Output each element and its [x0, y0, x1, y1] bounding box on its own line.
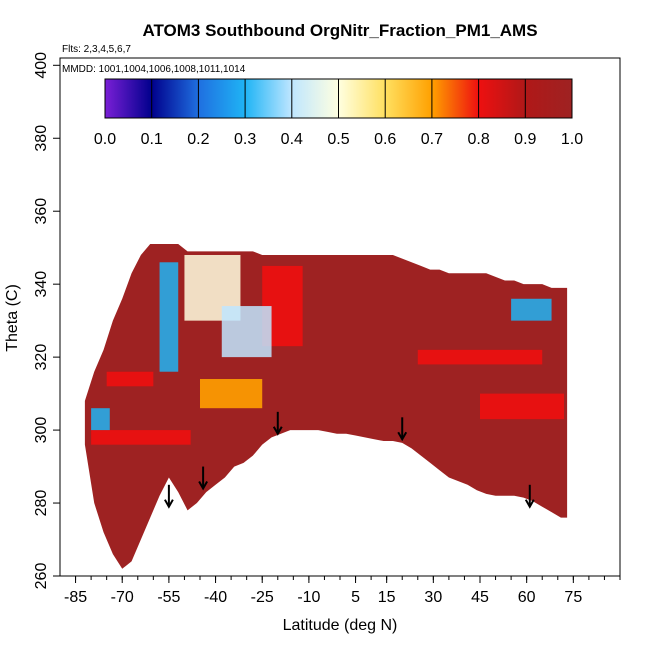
colorbar-tick-label: 0.4 [281, 131, 303, 148]
low-value-patch [221, 306, 272, 358]
y-tick-label: 260 [33, 563, 50, 590]
arrow-head [164, 499, 174, 509]
arrow-markers [164, 411, 535, 509]
y-tick-label: 300 [33, 417, 50, 444]
y-tick-label: 320 [33, 344, 50, 371]
chart-title: ATOM3 Southbound OrgNitr_Fraction_PM1_AM… [142, 21, 537, 40]
x-tick-label: -55 [157, 589, 180, 606]
low-value-patch [91, 408, 110, 431]
y-axis-label: Theta (C) [4, 284, 21, 352]
y-tick-label: 380 [33, 125, 50, 152]
x-tick-label: 30 [424, 589, 442, 606]
arrow-head [524, 499, 535, 509]
low-value-patch [159, 262, 179, 372]
flights-subtitle: Flts: 2,3,4,5,6,7 [62, 44, 131, 55]
x-axis-label: Latitude (deg N) [283, 617, 398, 634]
y-tick-label: 400 [33, 52, 50, 79]
high-value-band [480, 393, 564, 420]
x-tick-label: 60 [518, 589, 536, 606]
colorbar-tick-label: 1.0 [561, 131, 583, 148]
colorbar-tick-label: 0.2 [187, 131, 209, 148]
high-value-band [106, 371, 154, 387]
heatmap-layer [84, 244, 568, 569]
x-tick-label: 75 [564, 589, 582, 606]
colorbar-tick-label: 0.3 [234, 131, 256, 148]
colorbar: 0.0 0.1 0.2 0.3 0.4 0.5 0.6 0.7 0.8 0.9 1.0 [94, 78, 583, 148]
x-tick-label: -70 [111, 589, 134, 606]
data-region [84, 244, 568, 569]
x-tick-label: 5 [351, 589, 360, 606]
colorbar-tick-label: 0.6 [374, 131, 396, 148]
x-tick-label: 15 [378, 589, 396, 606]
high-value-band [91, 430, 191, 445]
arrow-head [272, 426, 283, 436]
colorbar-tick-label: 0.1 [141, 131, 163, 148]
colorbar-tick-label: 0.8 [467, 131, 489, 148]
x-tick-label: -85 [64, 589, 87, 606]
y-axis: 260 280 300 320 340 360 380 400 [33, 52, 60, 590]
dates-subtitle: MMDD: 1001,1004,1006,1008,1011,1014 [62, 64, 246, 75]
colorbar-tick-label: 0.9 [514, 131, 536, 148]
x-tick-label: -40 [204, 589, 227, 606]
y-tick-label: 360 [33, 198, 50, 225]
x-tick-label: -25 [251, 589, 274, 606]
low-value-patch [511, 298, 552, 321]
colorbar-tick-label: 0.5 [327, 131, 349, 148]
colorbar-tick-label: 0.7 [421, 131, 443, 148]
x-tick-label: -10 [297, 589, 320, 606]
arrow-head [397, 431, 408, 442]
colorbar-tick-label: 0.0 [94, 131, 116, 148]
high-value-band [200, 379, 263, 409]
y-tick-label: 340 [33, 271, 50, 298]
arrow-head [198, 480, 208, 491]
x-axis: -85 -70 -55 -40 -25 -10 5 15 30 45 60 75 [64, 576, 621, 606]
high-value-band [417, 349, 543, 365]
x-tick-label: 45 [471, 589, 489, 606]
y-tick-label: 280 [33, 490, 50, 517]
